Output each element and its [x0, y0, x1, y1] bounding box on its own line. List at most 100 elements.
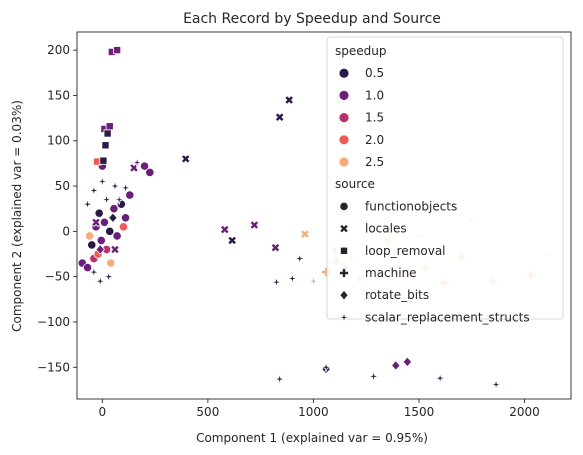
legend-style-marker — [339, 223, 349, 234]
y-tick-label: −50 — [45, 270, 70, 284]
data-point-locales — [300, 229, 310, 239]
data-point-locales — [284, 95, 295, 105]
legend-style-label: loop_removal — [365, 244, 446, 258]
data-point-scalar_replacement_structs — [321, 362, 332, 373]
y-tick-label: 50 — [55, 179, 70, 193]
legend-hue-marker — [338, 90, 350, 101]
legend-style-label: locales — [365, 222, 407, 236]
data-point-scalar_replacement_structs — [103, 271, 114, 282]
data-point-scalar_replacement_structs — [274, 373, 285, 385]
data-point-functionobjects — [139, 161, 150, 171]
legend: speedup 0.5 1.0 1.5 2.0 2.5 source functionobje… — [326, 36, 564, 324]
data-point-loop_removal — [103, 129, 112, 138]
legend-hue-marker — [338, 134, 350, 146]
data-point-scalar_replacement_structs — [294, 253, 305, 264]
data-point-rotate_bits — [95, 244, 105, 255]
data-point-scalar_replacement_structs — [88, 267, 99, 278]
y-tick-label: −150 — [37, 360, 70, 374]
x-tick-label: 0 — [99, 405, 107, 419]
data-point-locales — [129, 163, 139, 173]
legend-hue-label: 0.5 — [365, 66, 384, 80]
data-point-locales — [227, 235, 238, 246]
data-point-scalar_replacement_structs — [120, 182, 131, 193]
data-point-functionobjects — [120, 213, 131, 223]
data-point-scalar_replacement_structs — [271, 277, 282, 288]
data-point-scalar_replacement_structs — [308, 276, 319, 287]
data-point-functionobjects — [87, 240, 97, 250]
data-point-locales — [180, 153, 191, 164]
legend-style-label: machine — [365, 266, 417, 280]
y-tick-label: 150 — [47, 88, 70, 102]
legend-hue-label: 1.5 — [365, 111, 384, 125]
legend-style-label: scalar_replacement_structs — [365, 310, 530, 324]
legend-style-marker — [339, 289, 349, 301]
x-tick-label: 1500 — [404, 405, 435, 419]
legend-style-label: functionobjects — [365, 199, 457, 213]
data-point-scalar_replacement_structs — [97, 176, 108, 187]
data-point-functionobjects — [112, 231, 122, 241]
legend-style-marker — [339, 268, 349, 278]
legend-style-label: rotate_bits — [365, 288, 429, 302]
x-tick-label: 500 — [196, 405, 219, 419]
legend-hue-label: 1.0 — [365, 88, 384, 102]
legend-hue-marker — [338, 112, 350, 123]
data-point-functionobjects — [145, 167, 155, 178]
y-tick-label: 200 — [47, 43, 70, 57]
data-point-functionobjects — [125, 190, 135, 200]
data-point-locales — [274, 112, 285, 123]
data-point-functionobjects — [94, 208, 104, 218]
data-point-scalar_replacement_structs — [132, 157, 143, 168]
data-point-functionobjects — [82, 263, 93, 273]
legend-style-marker — [338, 312, 350, 323]
data-point-locales — [219, 224, 230, 235]
legend-style-marker — [339, 246, 348, 255]
y-axis-label: Component 2 (explained var = 0.03%) — [10, 100, 24, 332]
legend-style-title: source — [335, 177, 375, 191]
legend-hue-marker — [338, 67, 350, 79]
x-tick-label: 2000 — [509, 405, 540, 419]
data-point-locales — [91, 217, 101, 228]
data-point-functionobjects — [85, 231, 95, 241]
data-point-loop_removal — [101, 141, 110, 150]
data-point-scalar_replacement_structs — [88, 185, 99, 196]
data-point-scalar_replacement_structs — [114, 194, 125, 205]
x-tick-label: 1000 — [298, 405, 329, 419]
y-tick-label: −100 — [37, 315, 70, 329]
data-point-functionobjects — [106, 258, 116, 268]
plot-frame — [76, 31, 572, 400]
x-axis-label: Component 1 (explained var = 0.95%) — [196, 431, 428, 445]
legend-box — [326, 36, 564, 320]
data-point-scalar_replacement_structs — [368, 371, 379, 382]
data-point-functionobjects — [109, 204, 119, 214]
data-point-scalar_replacement_structs — [109, 180, 121, 192]
data-point-locales — [270, 242, 281, 253]
legend-hue-label: 2.0 — [365, 133, 384, 147]
data-point-rotate_bits — [108, 212, 118, 224]
data-point-scalar_replacement_structs — [95, 276, 106, 287]
legend-hue-title: speedup — [335, 44, 386, 58]
data-point-loop_removal — [113, 46, 122, 55]
axes: 0 500 1000 1500 2000 −150 −100 −50 0 50 100 150 200 — [37, 31, 572, 419]
data-point-rotate_bits — [402, 356, 413, 368]
legend-style-marker — [339, 201, 349, 211]
data-point-scalar_replacement_structs — [435, 373, 446, 384]
chart-title: Each Record by Speedup and Source — [183, 11, 441, 27]
data-point-scalar_replacement_structs — [287, 273, 298, 284]
data-point-functionobjects — [96, 235, 106, 246]
data-point-rotate_bits — [391, 360, 401, 371]
data-point-scalar_replacement_structs — [490, 379, 502, 390]
data-point-scalar_replacement_structs — [82, 199, 93, 210]
data-point-functionobjects — [105, 226, 115, 236]
y-tick-label: 0 — [62, 224, 70, 238]
data-point-loop_removal — [105, 122, 114, 131]
data-point-functionobjects — [99, 217, 110, 227]
data-point-functionobjects — [118, 222, 129, 232]
legend-hue-marker — [338, 156, 350, 168]
data-point-locales — [110, 244, 120, 255]
legend-hue-label: 2.5 — [365, 155, 384, 169]
data-point-locales — [249, 220, 260, 230]
data-point-scalar_replacement_structs — [101, 194, 112, 205]
data-point-loop_removal — [99, 156, 108, 165]
y-tick-label: 100 — [47, 134, 70, 148]
